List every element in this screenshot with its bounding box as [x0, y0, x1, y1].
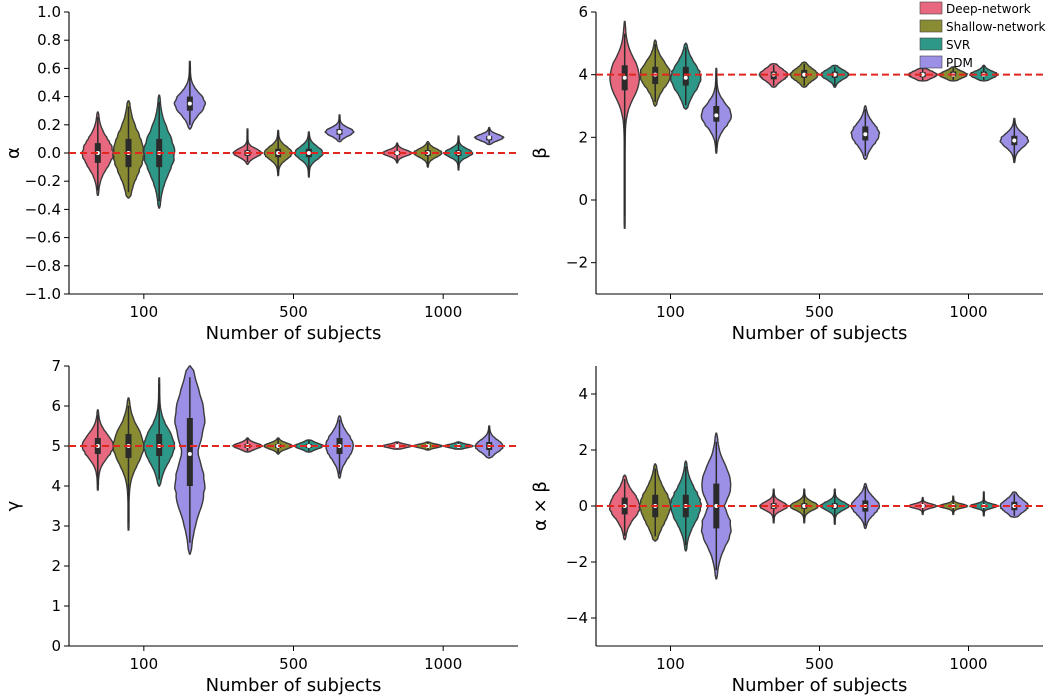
y-tick-label: 0.0 — [37, 144, 61, 162]
y-tick-label: 4 — [51, 477, 61, 495]
x-tick-label: 500 — [279, 303, 308, 321]
y-tick-label: 0.4 — [37, 88, 61, 106]
y-tick-label: 0 — [51, 637, 61, 655]
y-axis-title: α — [3, 147, 24, 159]
x-axis-title: Number of subjects — [732, 323, 908, 344]
violin-median — [395, 444, 400, 448]
y-tick-label: 2 — [578, 128, 588, 146]
chart-panel-bottom-left: 0 1 2 3 4 5 6 7 100 500 1000 Number of subjects γ — [3, 357, 518, 696]
y-tick-label: 0.6 — [37, 59, 61, 77]
legend-swatch-shallow-network — [919, 19, 943, 33]
violin-median — [622, 75, 627, 80]
x-tick-label: 1000 — [424, 303, 462, 321]
y-tick-label: −0.6 — [25, 229, 61, 247]
violin-median — [714, 113, 719, 118]
x-tick-label: 100 — [130, 655, 159, 673]
violin-median — [306, 444, 311, 448]
y-tick-label: 0 — [578, 497, 588, 515]
chart-panel-top-left: −1.0 −0.8 −0.6 −0.4 −0.2 0.0 0.2 0.4 0.6 0.8 1.0 10… — [3, 3, 518, 344]
x-tick-label: 1000 — [949, 655, 987, 673]
x-tick-label: 1000 — [424, 655, 462, 673]
y-tick-label: −0.8 — [25, 257, 61, 275]
y-tick-label: −2 — [566, 553, 588, 571]
legend-label-deep-network: Deep-network — [946, 2, 1031, 16]
legend-label-svr: SVR — [946, 38, 970, 52]
violin-median — [187, 101, 192, 106]
x-tick-label: 500 — [805, 303, 834, 321]
violin-median — [395, 151, 400, 155]
legend: Deep-network Shallow-network SVR PDM — [919, 1, 1046, 70]
legend-label-shallow-network: Shallow-network — [946, 20, 1046, 34]
chart-panel-top-right: −2 0 2 4 6 100 500 1000 Number of subjects β — [530, 3, 1043, 344]
y-tick-label: 0.2 — [37, 116, 61, 134]
y-tick-label: 6 — [578, 3, 588, 21]
chart-panel-bottom-right: −4 −2 0 2 4 100 500 1000 Number of subjects α × β — [530, 366, 1043, 696]
legend-swatch-pdm — [919, 55, 943, 69]
violin-median — [187, 452, 192, 456]
y-tick-label: 1 — [51, 597, 61, 615]
y-axis-title: β — [530, 147, 551, 159]
y-tick-label: −2 — [566, 254, 588, 272]
y-tick-label: −1.0 — [25, 285, 61, 303]
y-axis-title: γ — [3, 500, 24, 511]
y-tick-label: 2 — [578, 441, 588, 459]
violin-median — [487, 135, 492, 140]
y-tick-label: 1.0 — [37, 3, 61, 21]
y-tick-label: 3 — [51, 517, 61, 535]
violin-median — [337, 129, 342, 134]
x-tick-label: 1000 — [949, 303, 987, 321]
y-tick-label: 2 — [51, 557, 61, 575]
y-tick-label: 4 — [578, 385, 588, 403]
y-tick-label: 4 — [578, 66, 588, 84]
x-tick-label: 100 — [130, 303, 159, 321]
x-axis-title: Number of subjects — [206, 323, 382, 344]
x-tick-label: 500 — [805, 655, 834, 673]
y-tick-label: −0.2 — [25, 172, 61, 190]
x-axis-title: Number of subjects — [206, 675, 382, 696]
y-tick-label: −4 — [566, 609, 588, 627]
legend-swatch-svr — [919, 37, 943, 51]
x-tick-label: 500 — [279, 655, 308, 673]
violin-median — [863, 132, 868, 137]
y-tick-label: 0.8 — [37, 31, 61, 49]
x-axis-title: Number of subjects — [732, 675, 908, 696]
violin-median — [683, 75, 688, 80]
y-tick-label: −0.4 — [25, 200, 61, 218]
violin-median — [1012, 138, 1017, 143]
y-axis-title: α × β — [530, 481, 551, 531]
y-tick-label: 7 — [51, 357, 61, 375]
violin-median — [306, 151, 311, 155]
x-tick-label: 100 — [656, 655, 685, 673]
legend-label-pdm: PDM — [946, 56, 973, 70]
y-tick-label: 5 — [51, 437, 61, 455]
y-tick-label: 6 — [51, 397, 61, 415]
x-tick-label: 100 — [656, 303, 685, 321]
legend-swatch-deep-network — [919, 1, 943, 15]
y-tick-label: 0 — [578, 191, 588, 209]
